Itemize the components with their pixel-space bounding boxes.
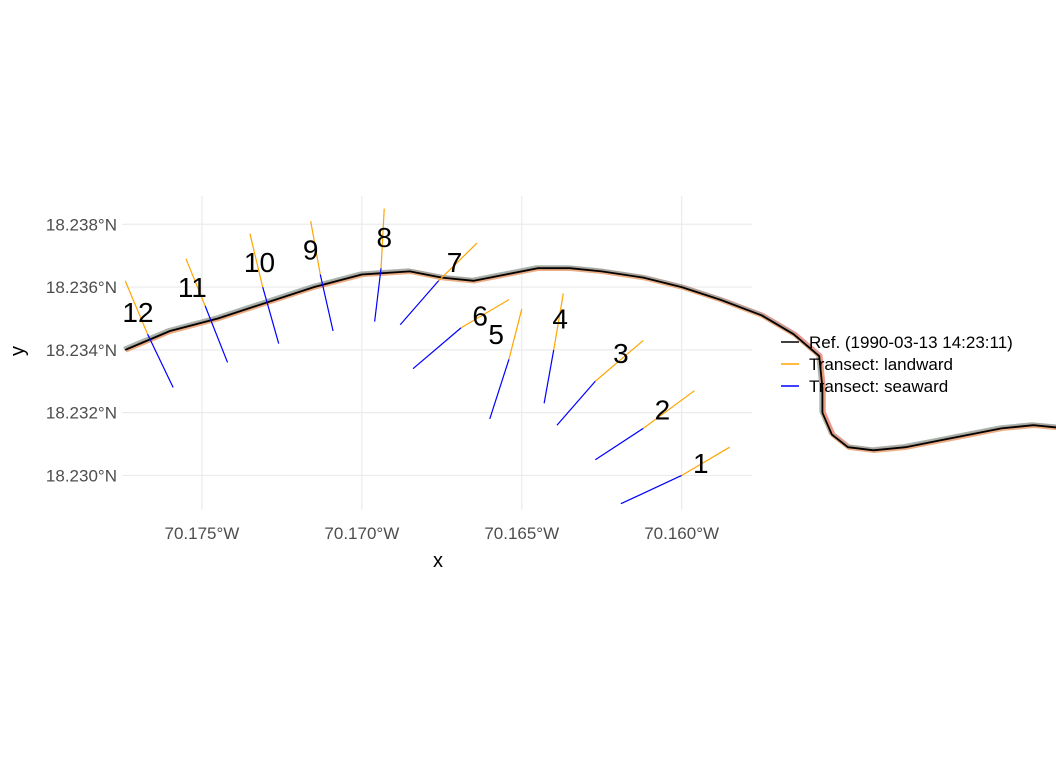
transect-label-8: 8 (376, 222, 392, 253)
legend-label-2: Transect: seaward (809, 377, 948, 396)
transect-label-6: 6 (472, 300, 488, 331)
legend: Ref. (1990-03-13 14:23:11) Transect: land… (781, 333, 1013, 396)
x-tick-label: 70.160°W (644, 524, 719, 543)
transect-label-12: 12 (122, 297, 153, 328)
y-axis-ticks: 18.230°N 18.232°N 18.234°N 18.236°N 18.238°N (46, 215, 117, 485)
transect-seaward-7 (399, 280, 440, 326)
transect-landward-1 (681, 446, 730, 476)
grid (122, 196, 752, 510)
transect-seaward-9 (319, 274, 334, 332)
transect-seaward-10 (262, 286, 280, 344)
x-tick-label: 70.165°W (484, 524, 559, 543)
y-tick-label: 18.232°N (46, 404, 117, 423)
y-tick-label: 18.230°N (46, 466, 117, 485)
x-axis-title: x (433, 550, 443, 572)
legend-label-0: Ref. (1990-03-13 14:23:11) (809, 333, 1013, 352)
reference-line (124, 267, 1056, 452)
transect-label-1: 1 (693, 448, 709, 479)
transects (124, 208, 730, 505)
transect-seaward-3 (556, 380, 596, 426)
transect-landward-6 (460, 299, 510, 329)
x-axis-ticks: 70.175°W 70.170°W 70.165°W 70.160°W (165, 524, 720, 543)
transect-label-4: 4 (552, 303, 568, 334)
transect-seaward-8 (374, 268, 382, 322)
transect-seaward-5 (489, 359, 510, 420)
transect-seaward-11 (204, 305, 229, 363)
y-tick-label: 18.236°N (46, 278, 117, 297)
transect-landward-9 (310, 221, 321, 275)
legend-label-1: Transect: landward (809, 355, 953, 374)
transect-landward-10 (249, 233, 264, 288)
transect-landward-4 (553, 293, 564, 350)
transect-label-9: 9 (303, 234, 319, 265)
transect-seaward-2 (594, 427, 644, 461)
transect-label-2: 2 (655, 395, 671, 426)
shorelines (123, 265, 1056, 454)
transect-landward-7 (438, 242, 478, 282)
transect-landward-5 (508, 308, 523, 360)
transect-landward-12 (124, 280, 149, 335)
transect-landward-2 (642, 390, 695, 429)
y-axis-title: y (7, 346, 29, 356)
transect-seaward-1 (620, 474, 682, 505)
transect-label-11: 11 (178, 272, 207, 303)
transect-seaward-12 (147, 333, 174, 388)
x-tick-label: 70.170°W (324, 524, 399, 543)
transect-landward-11 (185, 258, 206, 307)
transect-landward-3 (594, 339, 644, 382)
transect-landward-8 (380, 208, 385, 269)
transect-label-10: 10 (244, 247, 275, 278)
shoreline-series-line (125, 267, 1056, 454)
transect-seaward-4 (543, 349, 555, 404)
y-tick-label: 18.238°N (46, 215, 117, 234)
x-tick-label: 70.175°W (165, 524, 240, 543)
y-tick-label: 18.234°N (46, 341, 117, 360)
transect-label-7: 7 (447, 247, 463, 278)
transect-label-3: 3 (613, 338, 629, 369)
reference-shoreline (124, 267, 1056, 452)
transect-label-5: 5 (488, 319, 504, 350)
transect-seaward-6 (412, 327, 462, 370)
